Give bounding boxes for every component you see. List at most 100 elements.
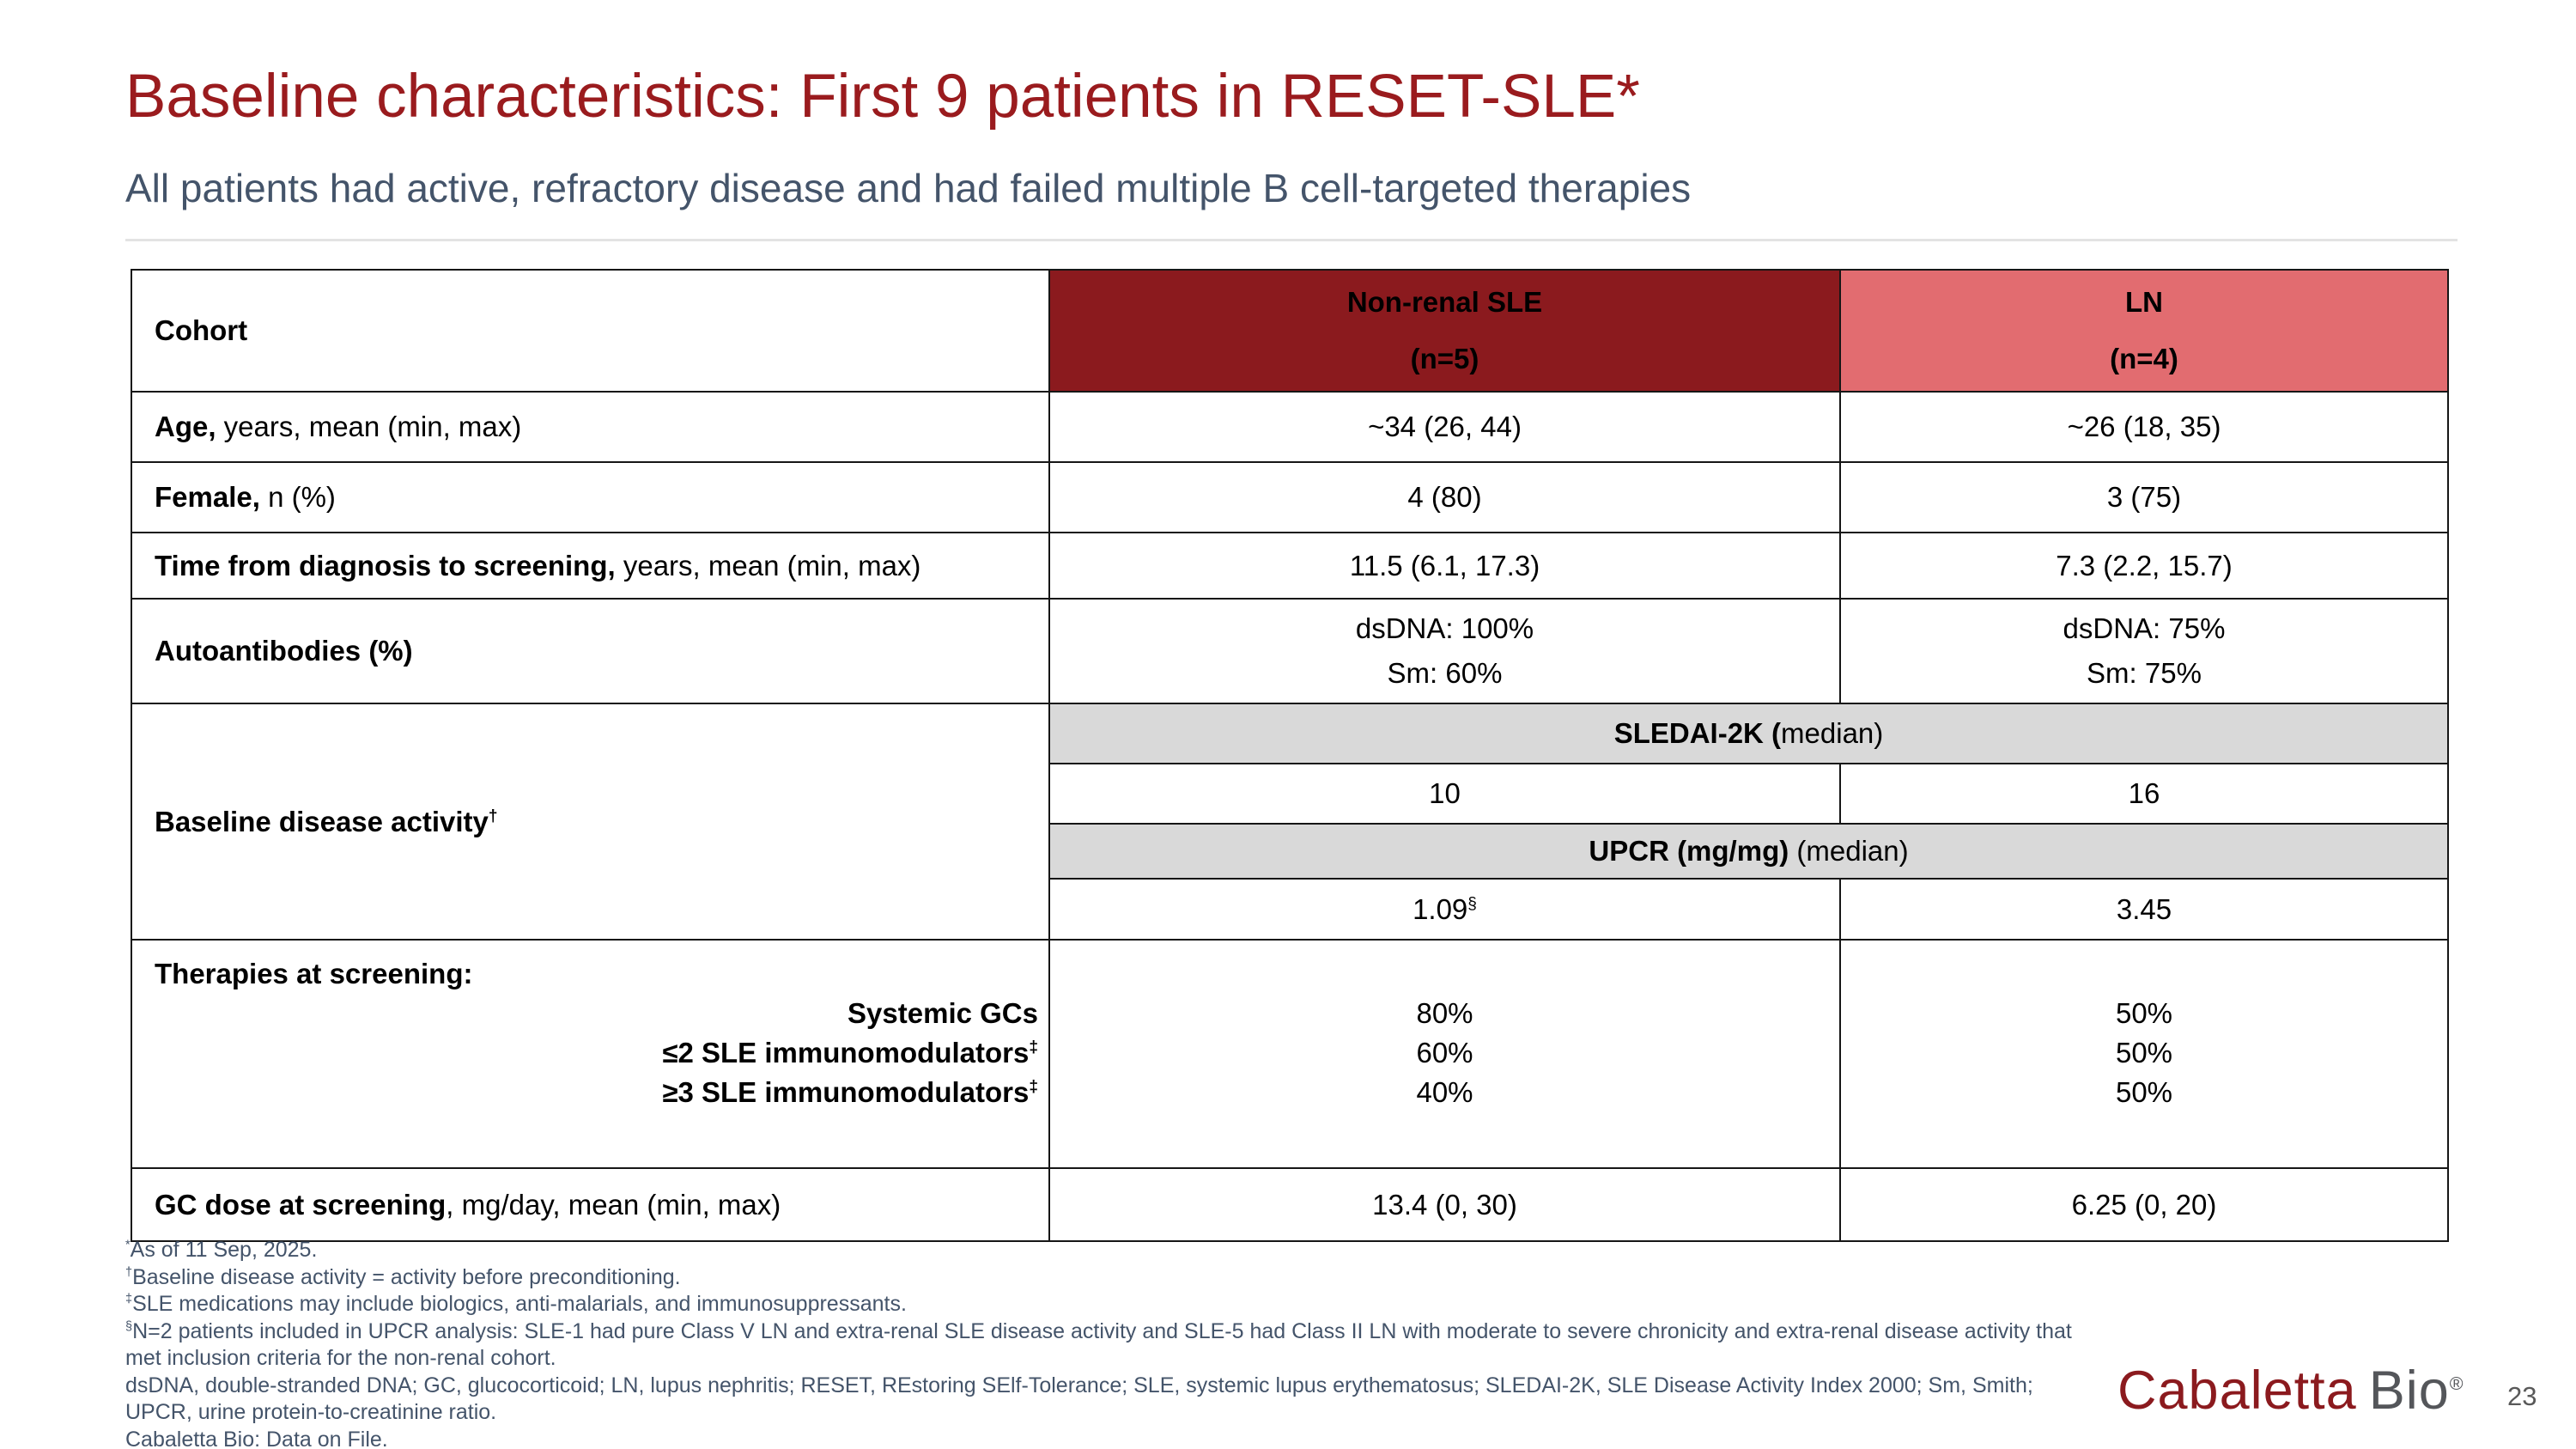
therapies-sub-le2-immunomodulators: ≤2 SLE immunomodulators‡ bbox=[155, 1033, 1038, 1073]
cabaletta-bio-logo: Cabaletta Bio® bbox=[2117, 1360, 2464, 1422]
page-number: 23 bbox=[2507, 1381, 2537, 1411]
table-row-gc-dose: GC dose at screening, mg/day, mean (min,… bbox=[131, 1167, 2449, 1242]
therapies-nonrenal-le2: 60% bbox=[1416, 1037, 1473, 1068]
therapies-ln-values: 50% 50% 50% bbox=[1839, 939, 2449, 1169]
cohort-header-cell: Cohort bbox=[131, 269, 1050, 393]
baseline-characteristics-table: Cohort Non-renal SLE (n=5) LN (n=4) Age,… bbox=[131, 269, 2449, 1242]
sledai-subheader-rest: median) bbox=[1781, 717, 1884, 749]
table-row-sledai-subheader: Baseline disease activity† SLEDAI-2K (me… bbox=[131, 703, 2449, 941]
therapies-sub-ge3-immunomodulators: ≥3 SLE immunomodulators‡ bbox=[155, 1073, 1038, 1112]
footnote-7-text: Cabaletta Bio: Data on File. bbox=[125, 1427, 388, 1449]
nonrenal-sle-header-line1: Non-renal SLE bbox=[1346, 286, 1543, 318]
age-label-cell: Age, years, mean (min, max) bbox=[131, 391, 1050, 463]
page-title: Baseline characteristics: First 9 patien… bbox=[125, 63, 1640, 131]
autoantibodies-ln-dsdna: dsDNA: 75% bbox=[2063, 612, 2226, 644]
therapies-ln-gcs: 50% bbox=[2115, 997, 2173, 1029]
therapies-sub3-mark: ‡ bbox=[1029, 1078, 1038, 1096]
footnote-dagger: †Baseline disease activity = activity be… bbox=[125, 1264, 2221, 1292]
footnote-1-mark: † bbox=[125, 1265, 133, 1280]
autoantibodies-nonrenal-sm: Sm: 60% bbox=[1387, 657, 1503, 689]
footnote-data-on-file: Cabaletta Bio: Data on File. bbox=[125, 1427, 2221, 1449]
therapies-ln-ge3: 50% bbox=[2115, 1076, 2173, 1108]
ln-header-line2: (n=4) bbox=[2110, 343, 2178, 374]
autoantibodies-ln-sm: Sm: 75% bbox=[2087, 657, 2202, 689]
footnote-3-text: N=2 patients included in UPCR analysis: … bbox=[132, 1318, 2072, 1343]
autoantibodies-label-cell: Autoantibodies (%) bbox=[131, 598, 1050, 704]
footnote-abbreviations-line1: dsDNA, double-stranded DNA; GC, glucocor… bbox=[125, 1373, 2221, 1400]
registered-trademark-icon: ® bbox=[2449, 1373, 2464, 1394]
time-label-cell: Time from diagnosis to screening, years,… bbox=[131, 532, 1050, 600]
gc-dose-nonrenal-value: 13.4 (0, 30) bbox=[1048, 1167, 1841, 1242]
nonrenal-sle-header-line2: (n=5) bbox=[1410, 343, 1479, 374]
footnotes: *As of 11 Sep, 2025. †Baseline disease a… bbox=[125, 1237, 2221, 1449]
table-row-female: Female, n (%) 4 (80) 3 (75) bbox=[131, 461, 2449, 533]
time-label-rest: years, mean (min, max) bbox=[615, 549, 921, 581]
table-row-age: Age, years, mean (min, max) ~34 (26, 44)… bbox=[131, 391, 2449, 463]
age-nonrenal-value: ~34 (26, 44) bbox=[1048, 391, 1841, 463]
female-label-rest: n (%) bbox=[259, 481, 336, 513]
therapies-sub3-text: ≥3 SLE immunomodulators bbox=[662, 1076, 1030, 1108]
sledai-nonrenal-value: 10 bbox=[1048, 763, 1841, 825]
sledai-subheader-bold: SLEDAI-2K ( bbox=[1613, 717, 1782, 749]
gc-dose-label-cell: GC dose at screening, mg/day, mean (min,… bbox=[131, 1167, 1050, 1242]
footnote-4-text: met inclusion criteria for the non-renal… bbox=[125, 1346, 556, 1370]
upcr-ln-value: 3.45 bbox=[1839, 878, 2449, 941]
table-row-autoantibodies: Autoantibodies (%) dsDNA: 100% Sm: 60% d… bbox=[131, 598, 2449, 704]
footnote-section-line2: met inclusion criteria for the non-renal… bbox=[125, 1345, 2221, 1373]
divider-line bbox=[125, 239, 2458, 241]
baseline-activity-label-bold: Baseline disease activity bbox=[155, 805, 489, 837]
cohort-label: Cohort bbox=[155, 314, 248, 346]
female-label-bold: Female, bbox=[155, 481, 260, 513]
footnote-6-text: UPCR, urine protein-to-creatinine ratio. bbox=[125, 1400, 497, 1424]
gc-dose-label-rest: , mg/day, mean (min, max) bbox=[446, 1188, 781, 1221]
therapies-sub2-text: ≤2 SLE immunomodulators bbox=[662, 1037, 1030, 1068]
therapies-label: Therapies at screening: bbox=[155, 958, 473, 989]
autoantibodies-nonrenal-dsdna: dsDNA: 100% bbox=[1355, 612, 1534, 644]
baseline-activity-dagger: † bbox=[488, 807, 498, 825]
time-nonrenal-value: 11.5 (6.1, 17.3) bbox=[1048, 532, 1841, 600]
upcr-nonrenal-number: 1.09 bbox=[1413, 892, 1468, 925]
therapies-sub2-mark: ‡ bbox=[1029, 1038, 1038, 1056]
table-row-time-from-diagnosis: Time from diagnosis to screening, years,… bbox=[131, 532, 2449, 600]
upcr-subheader-bold: UPCR (mg/mg) bbox=[1589, 835, 1789, 867]
therapies-nonrenal-values: 80% 60% 40% bbox=[1048, 939, 1841, 1169]
footnote-abbreviations-line2: UPCR, urine protein-to-creatinine ratio. bbox=[125, 1399, 2221, 1427]
nonrenal-sle-header-cell: Non-renal SLE (n=5) bbox=[1048, 269, 1841, 393]
therapies-label-cell: Therapies at screening: Systemic GCs ≤2 … bbox=[131, 939, 1050, 1169]
table-row-upcr-values: 1.09§ 3.45 bbox=[131, 878, 2449, 941]
footnote-asterisk: *As of 11 Sep, 2025. bbox=[125, 1237, 2221, 1264]
table-row-upcr-subheader: UPCR (mg/mg) (median) bbox=[131, 823, 2449, 880]
time-ln-value: 7.3 (2.2, 15.7) bbox=[1839, 532, 2449, 600]
gc-dose-ln-value: 6.25 (0, 20) bbox=[1839, 1167, 2449, 1242]
ln-header-line1: LN bbox=[2125, 286, 2163, 318]
time-label-bold: Time from diagnosis to screening, bbox=[155, 549, 616, 581]
footnote-double-dagger: ‡SLE medications may include biologics, … bbox=[125, 1291, 2221, 1318]
therapies-ln-le2: 50% bbox=[2115, 1037, 2173, 1068]
therapies-nonrenal-gcs: 80% bbox=[1416, 997, 1473, 1029]
upcr-nonrenal-section-mark: § bbox=[1467, 894, 1477, 913]
baseline-activity-label-cell: Baseline disease activity† bbox=[131, 703, 1050, 941]
autoantibodies-ln-value: dsDNA: 75% Sm: 75% bbox=[1839, 598, 2449, 704]
logo-text-bio: Bio bbox=[2368, 1361, 2450, 1421]
autoantibodies-nonrenal-value: dsDNA: 100% Sm: 60% bbox=[1048, 598, 1841, 704]
age-label-bold: Age, bbox=[155, 411, 216, 442]
logo-text-cabaletta: Cabaletta bbox=[2117, 1361, 2357, 1421]
footnote-0-mark: * bbox=[125, 1238, 131, 1252]
autoantibodies-label-bold: Autoantibodies (%) bbox=[155, 635, 413, 667]
page-subtitle: All patients had active, refractory dise… bbox=[125, 166, 1692, 210]
footnote-3-mark: § bbox=[125, 1319, 133, 1334]
table-row-therapies: Therapies at screening: Systemic GCs ≤2 … bbox=[131, 939, 2449, 1169]
sledai-subheader-cell: SLEDAI-2K (median) bbox=[1048, 703, 2449, 764]
ln-header-cell: LN (n=4) bbox=[1839, 269, 2449, 393]
footnote-5-text: dsDNA, double-stranded DNA; GC, glucocor… bbox=[125, 1373, 2033, 1397]
age-label-rest: years, mean (min, max) bbox=[216, 411, 522, 442]
footnote-2-text: SLE medications may include biologics, a… bbox=[132, 1292, 907, 1316]
upcr-subheader-rest: (median) bbox=[1789, 835, 1909, 867]
gc-dose-label-bold: GC dose at screening bbox=[155, 1188, 447, 1221]
female-label-cell: Female, n (%) bbox=[131, 461, 1050, 533]
upcr-subheader-cell: UPCR (mg/mg) (median) bbox=[1048, 823, 2449, 880]
footnote-1-text: Baseline disease activity = activity bef… bbox=[132, 1264, 681, 1289]
upcr-nonrenal-value: 1.09§ bbox=[1048, 878, 1841, 941]
footnote-section-line1: §N=2 patients included in UPCR analysis:… bbox=[125, 1318, 2221, 1346]
